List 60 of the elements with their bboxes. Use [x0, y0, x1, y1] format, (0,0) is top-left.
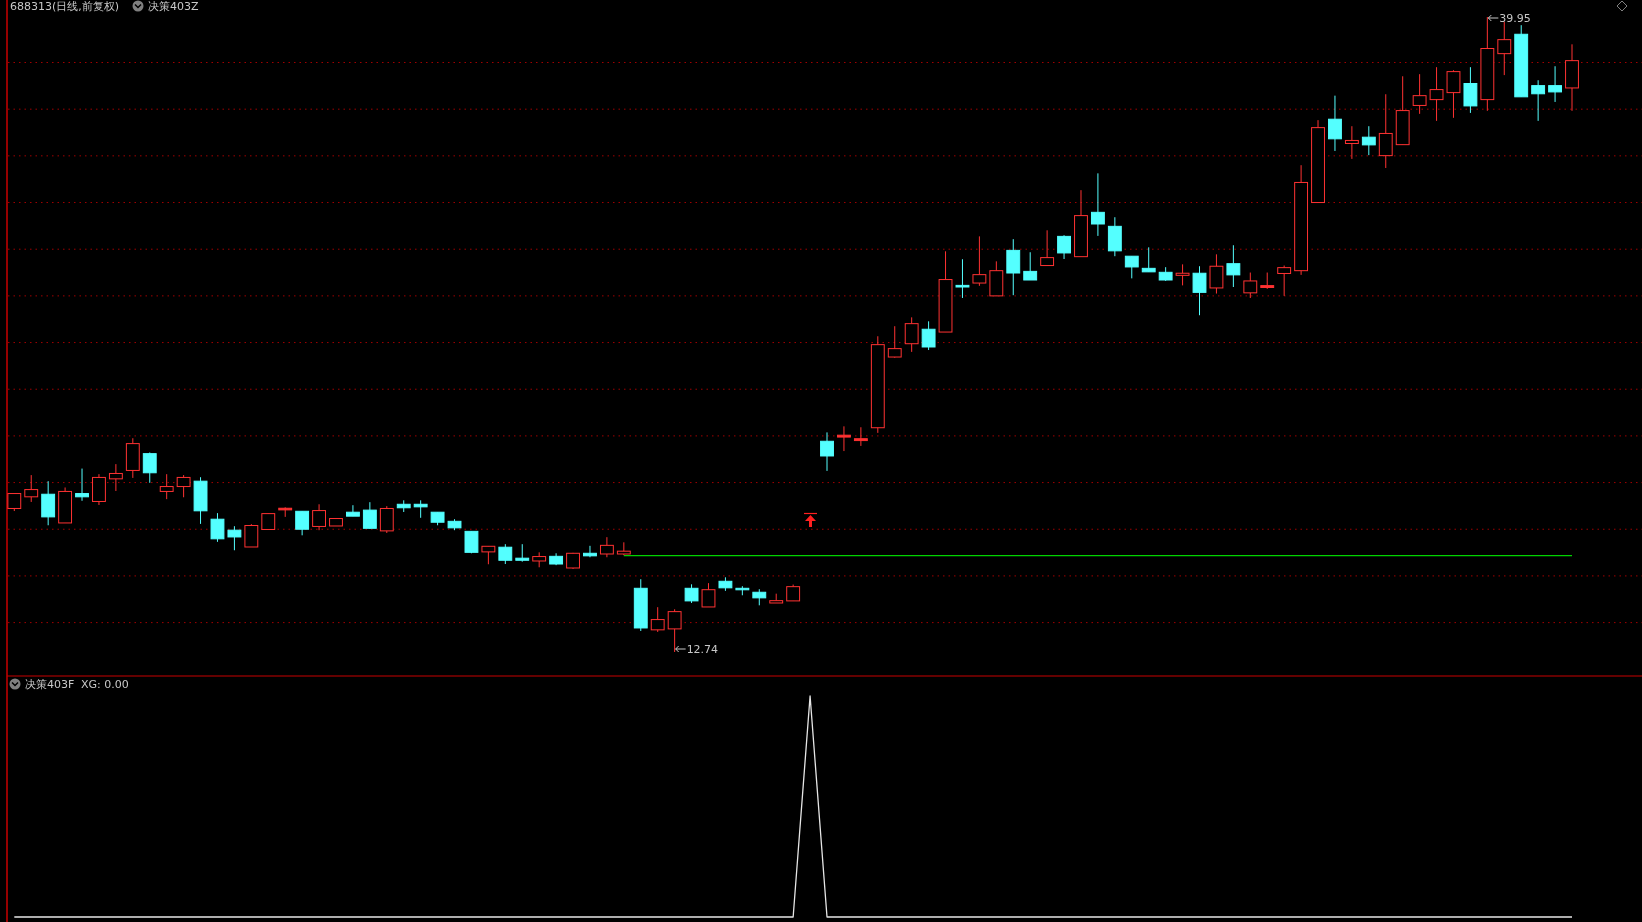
candlestick [887, 325, 902, 359]
candlestick [1361, 125, 1376, 156]
candlestick [244, 523, 259, 548]
candlestick [41, 480, 56, 526]
candlestick [1531, 79, 1546, 122]
candlestick [701, 582, 716, 608]
candlestick [379, 505, 394, 534]
chart-subtitle: 决策403Z [148, 0, 199, 13]
candlestick [1209, 253, 1224, 295]
candlestick [599, 536, 614, 558]
candlestick [1040, 229, 1055, 267]
candlestick [955, 258, 970, 299]
candlestick [684, 583, 699, 604]
candlestick [1057, 234, 1071, 260]
candlestick [1124, 255, 1139, 279]
candlestick [227, 525, 242, 551]
candlestick [583, 545, 597, 558]
candlestick [24, 474, 39, 503]
candlestick [1412, 73, 1427, 115]
candlestick [650, 606, 665, 633]
candlestick [1192, 265, 1207, 316]
candlestick [312, 503, 326, 531]
candlestick [1175, 263, 1190, 286]
candlestick [1446, 69, 1461, 119]
candlestick [904, 316, 919, 353]
chart-title: 688313(日线,前复权) [10, 0, 120, 13]
candlestick [1006, 238, 1021, 296]
candlestick [346, 504, 360, 517]
candlestick [1344, 125, 1359, 160]
candlestick [1497, 21, 1512, 76]
candlestick [972, 235, 987, 287]
candlestick [1243, 272, 1258, 299]
candlestick [1023, 251, 1038, 281]
candlestick [1277, 265, 1292, 297]
candlestick [108, 463, 123, 492]
candlestick [853, 426, 868, 447]
candlestick [1226, 244, 1241, 288]
candlestick [1328, 95, 1342, 152]
candlestick [159, 473, 174, 500]
candlestick [837, 425, 851, 452]
candlestick [75, 468, 89, 502]
candlestick [1463, 66, 1478, 114]
candlestick [921, 320, 936, 351]
candlestick [820, 431, 834, 472]
candlestick [210, 512, 225, 543]
candlestick [176, 474, 191, 498]
candlestick [1548, 65, 1562, 103]
candlestick [1090, 172, 1105, 237]
candlestick [667, 608, 682, 653]
candlestick [498, 543, 513, 565]
candlestick [142, 451, 157, 484]
candlestick [1141, 246, 1156, 273]
candlestick [295, 510, 310, 536]
chart-title: 决策403F [25, 678, 75, 691]
chart-subtitle: XG: 0.00 [81, 678, 129, 691]
candlestick [362, 501, 377, 530]
candlestick [1429, 66, 1444, 122]
annotation: 39.95 [1499, 12, 1531, 25]
candlestick [1378, 93, 1393, 169]
annotation: 12.74 [686, 643, 719, 656]
